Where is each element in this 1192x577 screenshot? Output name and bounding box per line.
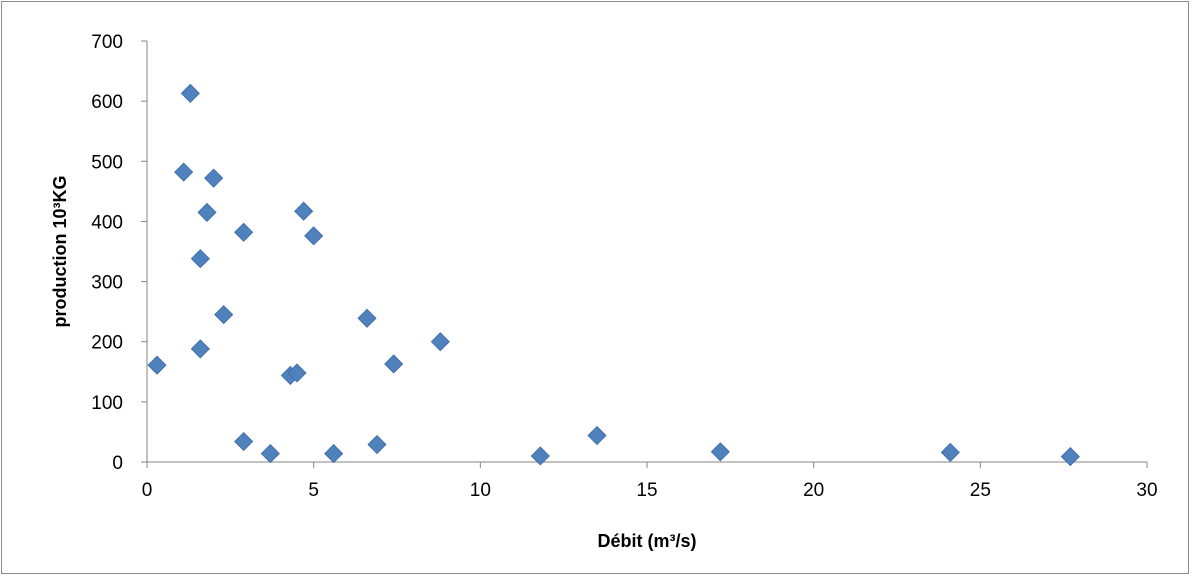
x-tick-label: 15 bbox=[636, 480, 657, 501]
y-tick-label: 200 bbox=[91, 333, 123, 354]
y-tick-label: 300 bbox=[91, 273, 123, 294]
y-tick-label: 600 bbox=[91, 92, 123, 113]
data-point bbox=[710, 442, 730, 462]
x-tick-label: 30 bbox=[1136, 480, 1157, 501]
data-point bbox=[234, 431, 254, 452]
data-point bbox=[304, 226, 324, 246]
data-point bbox=[214, 305, 234, 325]
data-point bbox=[197, 202, 217, 222]
data-point bbox=[384, 354, 404, 374]
x-tick-label: 5 bbox=[308, 480, 319, 501]
data-point bbox=[180, 83, 200, 103]
data-point bbox=[234, 222, 254, 242]
data-point bbox=[287, 363, 307, 383]
y-axis-title: production 10³KG bbox=[50, 176, 70, 328]
y-tick-label: 400 bbox=[91, 212, 123, 233]
data-point bbox=[324, 444, 344, 464]
data-point bbox=[430, 332, 450, 352]
data-point bbox=[530, 446, 550, 466]
data-point bbox=[190, 339, 210, 359]
data-point bbox=[587, 425, 607, 446]
data-point bbox=[190, 249, 210, 269]
x-axis-title: Débit (m³/s) bbox=[598, 531, 697, 551]
y-tick-label: 500 bbox=[91, 152, 123, 173]
data-point bbox=[204, 168, 224, 188]
data-point bbox=[174, 162, 194, 182]
x-tick-label: 20 bbox=[803, 480, 824, 501]
y-axis-ticks: 0 100 200 300 400 500 600 700 bbox=[91, 32, 147, 474]
data-point bbox=[147, 355, 167, 375]
data-point bbox=[357, 308, 377, 328]
data-point bbox=[260, 444, 280, 464]
x-axis-ticks: 0 5 10 15 20 25 30 bbox=[142, 462, 1158, 501]
x-tick-label: 25 bbox=[970, 480, 991, 501]
y-tick-label: 100 bbox=[91, 393, 123, 414]
data-point bbox=[367, 434, 387, 455]
data-point bbox=[1060, 447, 1080, 467]
x-tick-label: 0 bbox=[142, 480, 153, 501]
y-tick-label: 700 bbox=[91, 32, 123, 53]
x-tick-label: 10 bbox=[470, 480, 491, 501]
data-point bbox=[940, 442, 960, 462]
data-points bbox=[147, 83, 1080, 467]
axes bbox=[146, 41, 1147, 463]
data-point bbox=[294, 201, 314, 221]
y-tick-label: 0 bbox=[112, 453, 123, 474]
